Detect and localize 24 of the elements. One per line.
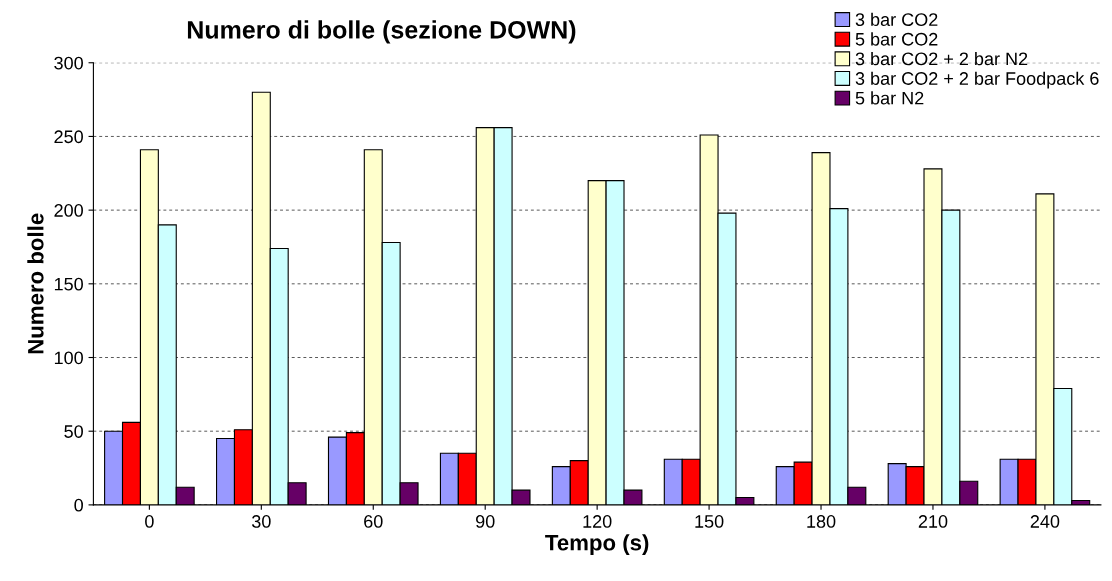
legend-label: 3 bar CO2 + 2 bar Foodpack 6: [855, 71, 1099, 89]
chart-title: Numero di bolle (sezione DOWN): [187, 20, 576, 44]
x-axis-title: Tempo (s): [545, 534, 649, 555]
y-tick-label: 250: [54, 130, 83, 144]
legend-label: 3 bar CO2 + 2 bar N2: [855, 52, 1028, 66]
x-tick-label: 0: [145, 515, 154, 528]
x-tick-label: 120: [583, 515, 612, 528]
legend-label: 5 bar CO2: [855, 32, 938, 46]
x-tick-label: 240: [1030, 515, 1060, 528]
x-tick-label: 60: [364, 515, 383, 528]
x-tick-label: 30: [251, 515, 271, 528]
y-tick-label: 50: [64, 425, 83, 438]
y-tick-label: 300: [54, 56, 83, 70]
x-tick-label: 180: [807, 515, 836, 528]
x-tick-label: 150: [695, 515, 724, 528]
legend-label: 3 bar CO2: [855, 12, 938, 26]
y-axis-title: Numero bolle: [27, 213, 44, 354]
legend-label: 5 bar N2: [855, 91, 924, 105]
y-tick-label: 150: [54, 277, 83, 291]
x-tick-label: 210: [918, 515, 948, 528]
y-tick-label: 0: [74, 498, 83, 512]
y-tick-label: 200: [54, 204, 83, 217]
y-tick-label: 100: [54, 351, 83, 365]
x-tick-label: 90: [476, 515, 495, 528]
